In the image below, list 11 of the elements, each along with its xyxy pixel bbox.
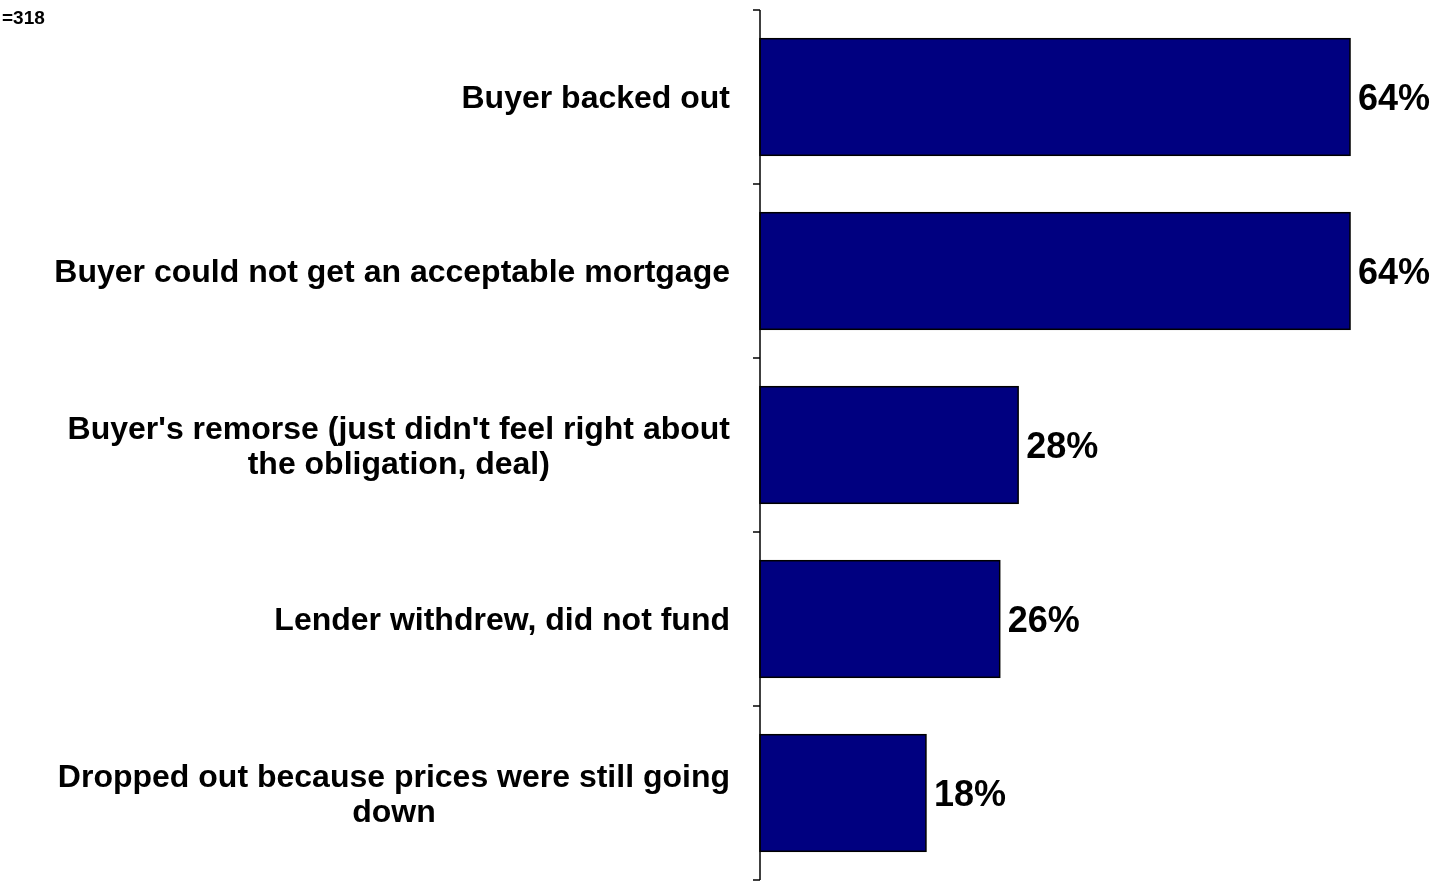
y-tick-label: Dropped out because prices were still going down — [57, 757, 730, 829]
y-tick-label: Buyer could not get an acceptable mortgage — [54, 253, 730, 290]
data-label: 64% — [1358, 250, 1431, 292]
data-label: 18% — [933, 772, 1006, 814]
y-tick-label: Buyer's remorse (just didn't feel right about the obligation, deal) — [67, 409, 731, 481]
text: =318 — [2, 7, 45, 28]
data-label: 64% — [1358, 76, 1431, 118]
y-tick-label: Lender withdrew, did not fund — [274, 601, 730, 638]
data-label: 26% — [1007, 598, 1080, 640]
y-tick-label: Buyer backed out — [461, 79, 731, 116]
data-label: 28% — [1026, 424, 1099, 466]
